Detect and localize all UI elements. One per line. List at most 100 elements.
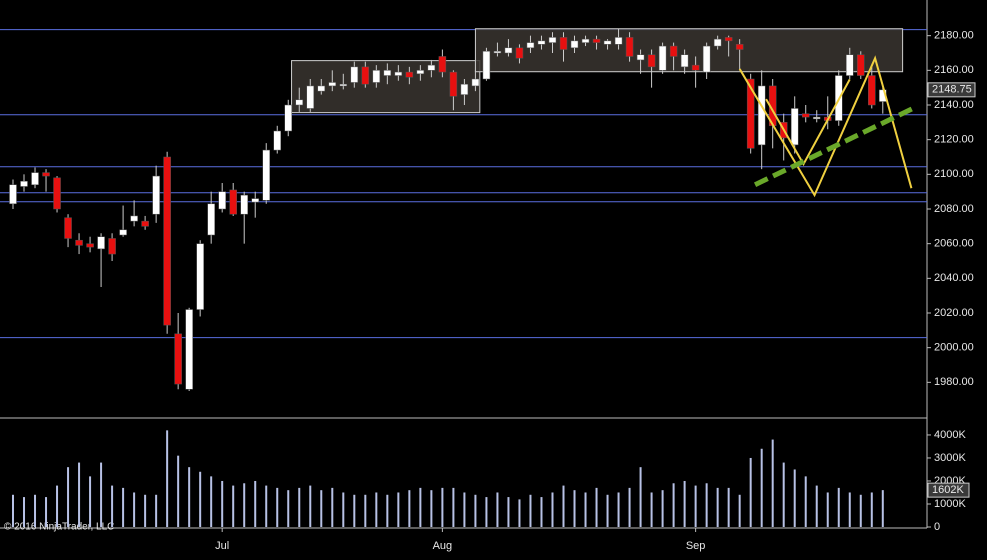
y-tick-label: 1980.00	[934, 376, 974, 388]
candle-body	[427, 64, 436, 71]
last-price-box	[927, 82, 976, 98]
candle-body	[284, 104, 292, 132]
y-tick-label: 2080.00	[934, 203, 974, 215]
y-tick-label: 2060.00	[934, 238, 974, 250]
candle-body	[592, 38, 601, 43]
volume-bar	[430, 490, 433, 527]
candle-body	[581, 38, 590, 43]
pattern-line	[738, 55, 913, 198]
volume-bar	[364, 494, 367, 527]
volume-bar	[342, 492, 345, 527]
volume-bar	[34, 494, 37, 527]
candle-body	[416, 70, 425, 75]
range-box	[474, 28, 904, 73]
candle-body	[108, 238, 116, 255]
volume-bar	[529, 494, 532, 527]
candle-body	[383, 70, 392, 76]
volume-bar	[738, 494, 741, 527]
volume-bar	[793, 469, 796, 527]
candle-body	[152, 175, 160, 215]
candle-body	[790, 108, 799, 146]
volume-bar	[56, 485, 59, 527]
volume-bar	[485, 497, 488, 527]
candle-body	[339, 83, 348, 87]
pattern-line	[765, 78, 851, 167]
candle-body	[64, 217, 72, 239]
volume-bar	[419, 487, 422, 527]
volume-bar	[551, 492, 554, 527]
candle-body	[636, 54, 645, 61]
x-tick-label: Aug	[433, 540, 453, 552]
volume-bar	[67, 467, 70, 527]
volume-tick-label: 0	[934, 521, 940, 533]
candle-body	[515, 47, 524, 59]
candle-body	[713, 38, 722, 47]
volume-bar	[837, 487, 840, 527]
volume-bar	[804, 476, 807, 527]
volume-bar	[188, 467, 191, 527]
candle-body	[669, 45, 678, 57]
candle-body	[42, 172, 50, 177]
candle-body	[537, 40, 546, 45]
candle-body	[735, 44, 744, 50]
volume-bar	[452, 487, 455, 527]
candle-body	[647, 54, 656, 68]
candle-body	[20, 181, 28, 187]
candle-body	[306, 85, 315, 109]
x-tick-label: Sep	[686, 540, 706, 552]
candle-body	[658, 45, 667, 71]
candle-body	[328, 82, 337, 87]
candle-body	[868, 75, 876, 106]
candle-body	[295, 99, 304, 106]
candle-body	[251, 198, 259, 203]
volume-bar	[309, 485, 312, 527]
volume-tick-label: 3000K	[934, 452, 966, 464]
candle-body	[119, 229, 127, 236]
candle-body	[229, 189, 237, 215]
candle-body	[570, 40, 579, 49]
candle-body	[53, 177, 61, 210]
volume-bar	[144, 494, 147, 527]
last-volume-label: 1602K	[932, 484, 964, 496]
volume-bar	[672, 483, 675, 527]
volume-bar	[760, 448, 763, 527]
volume-bar	[122, 487, 125, 527]
candle-body	[757, 85, 766, 146]
volume-bar	[463, 492, 466, 527]
candle-body	[97, 236, 105, 250]
volume-bar	[749, 457, 752, 527]
volume-bar	[639, 467, 642, 527]
volume-bar	[881, 490, 884, 527]
volume-bar	[628, 487, 631, 527]
y-tick-label: 2040.00	[934, 272, 974, 284]
volume-bar	[199, 471, 202, 527]
candle-body	[196, 243, 204, 310]
x-tick-label: Jul	[215, 540, 229, 552]
candle-body	[548, 37, 557, 43]
volume-tick-label: 4000K	[934, 429, 966, 441]
volume-bar	[276, 487, 279, 527]
candle-body	[846, 54, 854, 76]
candle-body	[614, 37, 623, 45]
candle-body	[75, 239, 83, 246]
candle-body	[163, 156, 171, 326]
volume-bar	[320, 490, 323, 527]
candle-body	[361, 66, 370, 85]
candle-body	[482, 51, 491, 80]
candle-body	[471, 78, 480, 87]
candle-body	[603, 40, 612, 45]
candle-body	[724, 37, 733, 42]
volume-bar	[694, 485, 697, 527]
volume-bar	[23, 497, 26, 527]
volume-bar	[606, 494, 609, 527]
volume-bar	[254, 480, 257, 527]
volume-bar	[727, 487, 730, 527]
candle-body	[526, 42, 535, 49]
candle-body	[559, 37, 568, 50]
last-volume-box	[927, 482, 970, 498]
y-tick-label: 2140.00	[934, 99, 974, 111]
candle-body	[317, 85, 326, 92]
volume-bar	[166, 430, 169, 527]
candle-body	[625, 37, 634, 57]
candle-body	[174, 333, 182, 385]
